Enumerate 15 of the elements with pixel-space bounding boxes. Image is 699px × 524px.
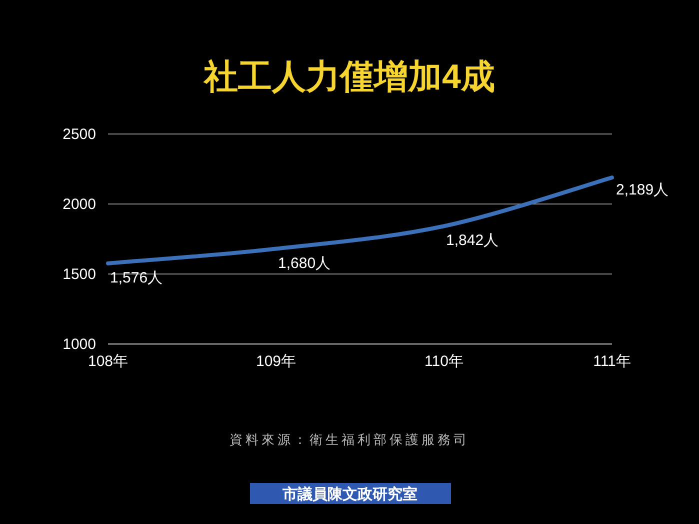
x-tick-label: 110年 <box>424 353 464 370</box>
data-label: 2,189人 <box>616 182 669 199</box>
text: 市議員陳文政研究室 <box>282 485 418 503</box>
y-tick-label: 1000 <box>62 336 96 353</box>
data-label: 1,842人 <box>446 232 499 250</box>
source-note: 資料來源：衛生福利部保護服務司 <box>230 432 470 447</box>
x-tick-label: 108年 <box>88 353 128 370</box>
y-tick-label: 2500 <box>62 126 96 143</box>
data-label: 1,680人 <box>278 254 331 272</box>
x-tick-label: 111年 <box>593 353 631 370</box>
chart-title: 社工人力僅增加4成 <box>203 58 495 96</box>
x-tick-label: 109年 <box>256 353 296 370</box>
y-tick-label: 1500 <box>62 266 96 283</box>
data-label: 1,576人 <box>110 269 163 286</box>
y-tick-label: 2000 <box>62 196 96 213</box>
